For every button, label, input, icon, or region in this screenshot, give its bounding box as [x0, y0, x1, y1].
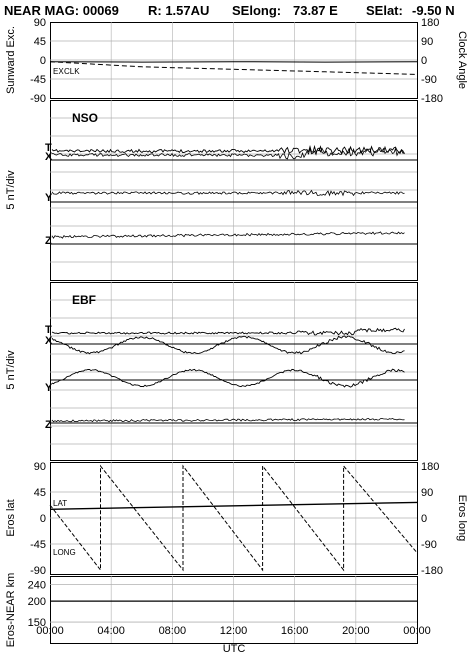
- eros-position-panel-frame: [50, 462, 418, 575]
- angles-left-tick: 90: [34, 17, 46, 29]
- nso-ylabel: 5 nT/div: [5, 170, 17, 210]
- header-distance: R: 1.57AU: [148, 3, 209, 18]
- angles-label-clk: CLK: [64, 67, 80, 76]
- eros-label-long: LONG: [53, 548, 76, 557]
- nso-label-t: T: [45, 142, 52, 154]
- angles-left-tick: 45: [34, 36, 46, 48]
- ebf-trace-y: [51, 368, 405, 388]
- eros-right-tick: -180: [421, 565, 443, 577]
- eros-left-tick: -90: [30, 565, 46, 577]
- x-axis-tick: 00:00: [36, 625, 64, 637]
- eros-series-long: [49, 464, 418, 572]
- nso-trace-x: [51, 147, 405, 160]
- ebf-trace-labels: T X Y Z: [45, 324, 53, 431]
- angles-panel-frame: [50, 22, 418, 99]
- header-title: NEAR MAG: 00069: [4, 3, 119, 18]
- nso-panel-frame: [50, 100, 418, 281]
- x-axis-title: UTC: [223, 643, 246, 655]
- eros-left-tick: -45: [30, 539, 46, 551]
- angles-label-ex: EX: [53, 67, 64, 76]
- eros-label-lat: LAT: [53, 499, 67, 508]
- x-axis-tick: 20:00: [342, 625, 370, 637]
- angles-right-ylabel: Clock Angle: [456, 31, 468, 89]
- angles-left-tick: -90: [30, 93, 46, 105]
- angles-left-ylabel: Sunward Exc.: [5, 26, 17, 94]
- tick-labels: 90 45 0 -45 -90 180 90 0 -90 -180 90 45 0 -45 -90 180 90…: [28, 17, 443, 637]
- range-left-tick: 200: [28, 596, 46, 608]
- nso-label-x: X: [45, 151, 53, 163]
- x-axis-tick: 16:00: [281, 625, 309, 637]
- ebf-trace-x: [51, 335, 405, 355]
- ebf-trace-z: [51, 417, 405, 423]
- angles-right-tick: -90: [421, 74, 437, 86]
- data-traces: [49, 61, 418, 602]
- range-left-tick: 150: [28, 617, 46, 629]
- range-panel-frame: [50, 576, 418, 644]
- angles-left-tick: 0: [40, 55, 46, 67]
- panel-frames: [50, 22, 418, 644]
- eros-left-tick: 90: [34, 461, 46, 473]
- x-axis-tick: 04:00: [97, 625, 125, 637]
- ebf-ylabel: 5 nT/div: [5, 350, 17, 390]
- ebf-panel-title: EBF: [72, 293, 96, 307]
- range-ylabel: Eros-NEAR km: [5, 573, 17, 648]
- nso-trace-t: [51, 144, 405, 155]
- header-selong-label: SElong:: [232, 3, 281, 18]
- eros-left-tick: 0: [40, 513, 46, 525]
- eros-right-tick: 180: [421, 461, 439, 473]
- angles-right-tick: -180: [421, 93, 443, 105]
- ebf-label-t: T: [45, 324, 52, 336]
- x-axis-tick: 08:00: [159, 625, 187, 637]
- eros-right-tick: 0: [421, 513, 427, 525]
- nso-panel-title: NSO: [72, 111, 98, 125]
- ebf-label-z: Z: [45, 419, 52, 431]
- range-left-tick: 240: [28, 579, 46, 591]
- angles-series-clk: [49, 61, 418, 75]
- ebf-label-y: Y: [45, 382, 53, 394]
- x-axis-tick: 00:00: [403, 625, 431, 637]
- eros-right-ylabel: Eros long: [456, 495, 468, 541]
- header-selat-value: -9.50 N: [412, 3, 455, 18]
- header-selat-label: SElat:: [366, 3, 403, 18]
- ebf-label-x: X: [45, 335, 53, 347]
- axis-titles: Sunward Exc. Clock Angle 5 nT/div 5 nT/d…: [5, 26, 468, 655]
- angles-left-tick: -45: [30, 74, 46, 86]
- nso-trace-labels: T X Y Z: [45, 142, 53, 247]
- nso-trace-z: [51, 231, 405, 239]
- eros-left-tick: 45: [34, 487, 46, 499]
- angles-right-tick: 0: [421, 55, 427, 67]
- header-selong-value: 73.87 E: [293, 3, 338, 18]
- figure-header: NEAR MAG: 00069 R: 1.57AU SElong: 73.87 …: [4, 3, 455, 18]
- x-axis-tick: 12:00: [220, 625, 248, 637]
- eros-left-ylabel: Eros lat: [5, 499, 17, 536]
- ebf-trace-t: [51, 327, 405, 336]
- nso-trace-y: [51, 189, 405, 197]
- ebf-panel-frame: [50, 282, 418, 461]
- nso-label-z: Z: [45, 235, 52, 247]
- nso-label-y: Y: [45, 192, 53, 204]
- eros-series-lat: [49, 501, 418, 510]
- eros-right-tick: -90: [421, 539, 437, 551]
- angles-right-tick: 90: [421, 36, 433, 48]
- eros-right-tick: 90: [421, 487, 433, 499]
- angles-right-tick: 180: [421, 17, 439, 29]
